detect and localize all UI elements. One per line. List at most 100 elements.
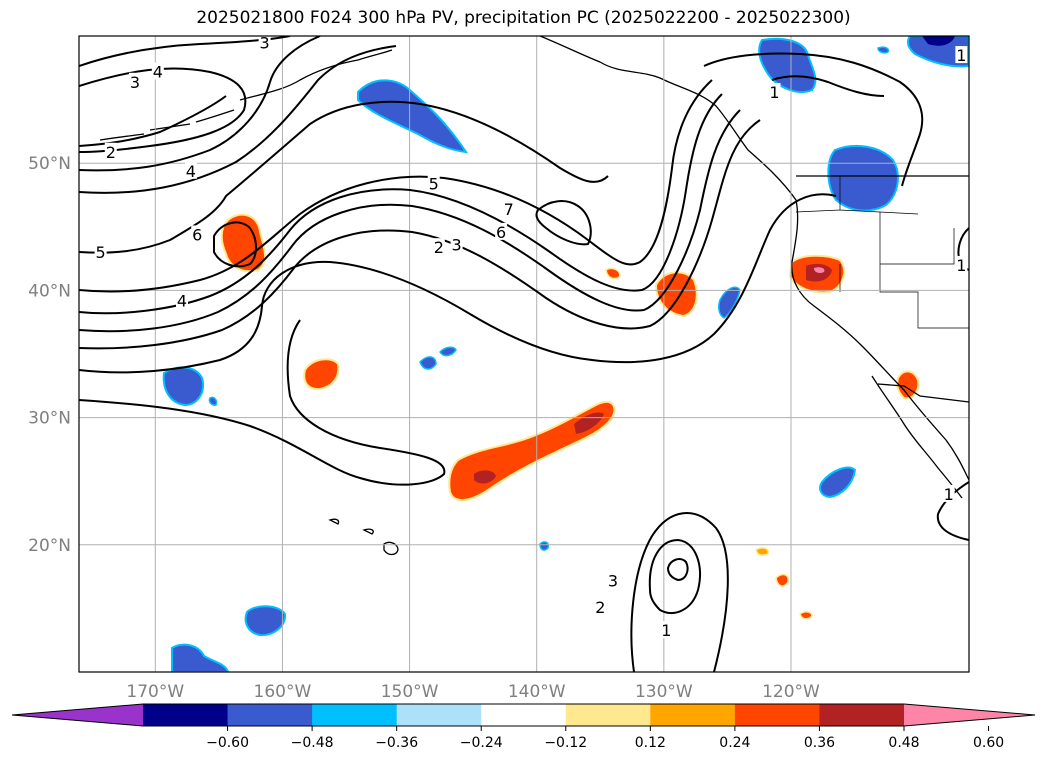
colorbar-tick-label: −0.48: [291, 735, 334, 751]
pv-contour-jet-3: [79, 100, 609, 254]
contour-label: 7: [504, 200, 514, 219]
pv-contour-ridge-2: [79, 119, 761, 350]
precip-shading: [162, 36, 969, 672]
plot-background: [79, 36, 969, 672]
pv-contour-se-corner: [936, 481, 969, 541]
neg-blob-small-d: [539, 541, 550, 551]
colorbar-tick-label: −0.36: [375, 735, 418, 751]
pv-contour-ridge-4: [79, 93, 723, 315]
pos-blob-central: [303, 358, 340, 391]
contour-label-background: [427, 174, 440, 192]
contour-label: 5: [429, 175, 439, 194]
lat-tick-label: 30°N: [28, 409, 71, 429]
pv-contour-cutoff-low: [213, 221, 257, 268]
contour-label-background: [607, 571, 619, 589]
neg-blob-south-2: [171, 643, 230, 672]
contour-label: 1: [661, 621, 671, 640]
contour-label: 3: [608, 571, 618, 590]
lon-tick-label: 150°W: [381, 682, 439, 702]
lon-tick-label: 170°W: [126, 682, 184, 702]
contour-label: 1: [944, 485, 954, 504]
contour-label: 4: [153, 63, 163, 82]
colorbar-bin: [396, 704, 482, 726]
colorbar-tick-label: 0.24: [719, 735, 750, 751]
contour-label-background: [955, 255, 968, 273]
contour-label-background: [175, 291, 188, 309]
neg-blob-small-c: [439, 346, 457, 357]
contour-label-background: [660, 621, 673, 639]
pv-contour-subtropical-2: [79, 319, 446, 486]
contour-label: 2: [595, 598, 605, 617]
pos-peak-california: [814, 267, 825, 273]
contour-label-background: [942, 484, 955, 502]
colorbar-tick-label: 0.12: [635, 735, 666, 751]
contour-label-background: [191, 225, 204, 243]
chart-title: 2025021800 F024 300 hPa PV, precipitatio…: [196, 8, 851, 28]
pos-blob-small-s2: [755, 547, 770, 556]
lon-tick-label: 130°W: [635, 682, 693, 702]
contour-label: 6: [192, 225, 202, 244]
pv-contour-jet-1: [79, 36, 321, 172]
pv-contour-south-low-1: [630, 512, 729, 672]
contour-label-background: [955, 46, 968, 64]
neg-blob-gulf-alaska: [357, 79, 469, 154]
contour-label-background: [450, 235, 463, 253]
neg-blob-south-1: [244, 605, 287, 637]
pos-core-river-west: [474, 470, 496, 484]
pos-blob-small-s3: [799, 611, 813, 620]
gridlines: [79, 36, 969, 672]
contour-label-background: [502, 199, 515, 217]
lat-tick-label: 50°N: [28, 154, 71, 174]
colorbar-tick-label: 0.36: [804, 735, 835, 751]
colorbar-bin: [227, 704, 313, 726]
contour-label-background: [104, 142, 117, 160]
colorbar-bin: [819, 704, 905, 726]
contour-label-background: [432, 238, 445, 256]
contour-label: 1: [956, 256, 966, 275]
colorbar-bin: [143, 704, 229, 726]
neg-blob-small-f: [208, 396, 218, 406]
contour-label-background: [768, 82, 781, 100]
contour-label: 2: [434, 238, 444, 257]
contour-label: 5: [96, 243, 106, 262]
coastline-west-coast-north-america: [539, 36, 969, 481]
colorbar-tick-label: 0.60: [973, 735, 1004, 751]
pv-contours: [79, 36, 969, 672]
lon-tick-label: 160°W: [254, 682, 312, 702]
neg-blob-small-a: [419, 356, 437, 370]
lat-tick-label: 40°N: [28, 281, 71, 301]
contour-label: 4: [177, 292, 187, 311]
coastline-alaska-peninsula: [239, 49, 393, 101]
plot-frame: [78, 35, 970, 673]
colorbar-tick-label: −0.60: [206, 735, 249, 751]
neg-blob-ne-corner: [906, 36, 969, 68]
axis-labels: 20°N 30°N 40°N 50°N 170°W 160°W 150°W 140°W 130°…: [28, 154, 820, 702]
contour-label: 3: [130, 73, 140, 92]
pv-contour-south-low-3: [666, 558, 689, 582]
contour-label-background: [258, 36, 271, 51]
boundary-west-us-states: [795, 176, 969, 329]
lat-tick-label: 20°N: [28, 536, 71, 556]
boundary-us-mexico: [877, 383, 969, 403]
contour-label: 1: [769, 83, 779, 102]
pv-contour-bc: [771, 75, 885, 97]
pv-contour-ridge-5: [79, 79, 713, 293]
contour-label-background: [128, 72, 141, 90]
coastline-baja-peninsula: [871, 375, 963, 499]
contour-label: 6: [496, 223, 506, 242]
colorbar-bin: [312, 704, 398, 726]
pv-contour-subtropical-1: [79, 193, 837, 374]
colorbar-bin: [650, 704, 736, 726]
lon-tick-label: 140°W: [508, 682, 566, 702]
neg-blob-washington: [827, 144, 899, 212]
colorbar-tick-label: −0.24: [460, 735, 503, 751]
colorbar-extend-high: [904, 704, 1035, 726]
colorbar: −0.60 −0.48 −0.36 −0.24 −0.12 0.12 0.24 0.36 0.4…: [11, 703, 1036, 751]
pv-contour-south-low-2: [648, 538, 701, 615]
neg-core-ne-corner: [922, 36, 955, 46]
contour-label-background: [594, 598, 607, 616]
pos-blob-small-s1: [775, 573, 790, 587]
contour-label-background: [495, 222, 508, 240]
